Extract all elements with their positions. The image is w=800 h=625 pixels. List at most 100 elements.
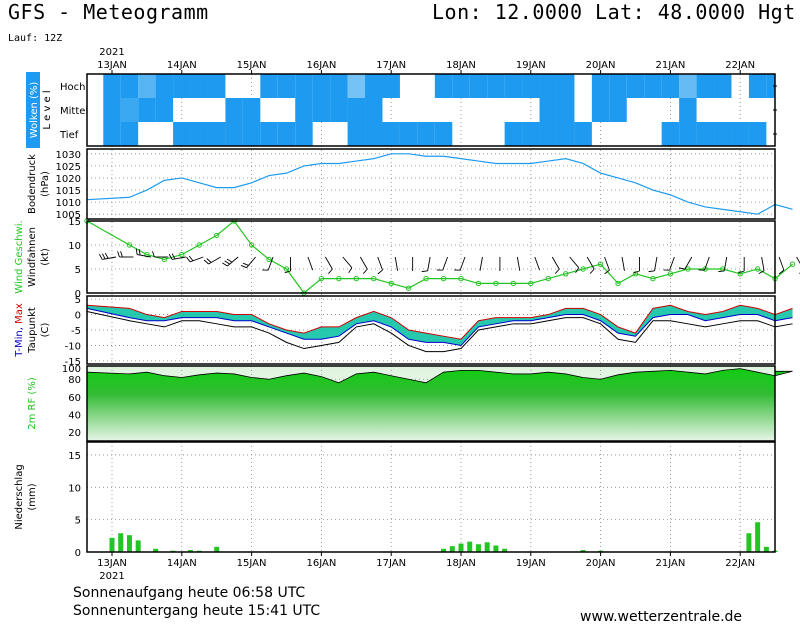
cloud-cell (103, 122, 121, 146)
top-day-label: 19JAN (516, 60, 546, 71)
bottom-day-label: 17JAN (376, 558, 406, 569)
precip-bar (118, 533, 124, 552)
cloud-cell (522, 122, 540, 146)
cloud-ylabel-text: Wolken (%) (29, 82, 40, 139)
wind-ylabel: Windfahnen (27, 227, 38, 287)
cloud-cell (365, 122, 383, 146)
cloud-cell (330, 98, 348, 122)
cloud-cell (766, 74, 775, 98)
wind-speed-point (632, 271, 639, 277)
cloud-cell (103, 98, 121, 122)
tmax-line (86, 304, 793, 340)
cloud-cell (242, 122, 261, 146)
cloud-cell (190, 74, 208, 98)
precip-bar (763, 546, 769, 552)
cloud-cell (295, 122, 313, 146)
cloud-cell (277, 122, 296, 146)
wind-barb-flag (738, 270, 745, 274)
wind-barb (137, 254, 151, 258)
wind-barb (604, 256, 610, 271)
wind-barb (227, 256, 239, 267)
wind-ylabel: Wind Geschwi. (14, 220, 25, 293)
cloud-cell (452, 74, 470, 98)
wind-speed-point (615, 280, 621, 287)
bottom-day-label: 13JAN (97, 558, 127, 569)
wind-speed-point (248, 242, 255, 248)
wind-speed-point (667, 271, 674, 277)
cloud-cell (644, 74, 662, 98)
precipitation-ylabel: (mm) (27, 483, 38, 510)
wind-speed-line (86, 220, 793, 294)
wind-speed-point (144, 251, 150, 258)
cloud-cell (295, 98, 313, 122)
cloud-cell (609, 98, 627, 122)
y-tick-label: 10 (68, 483, 81, 494)
sunrise-text: Sonnenaufgang heute 06:58 UTC (73, 585, 306, 601)
wind-barb (246, 256, 256, 269)
cloud-cell (487, 74, 505, 98)
wind-speed-point (754, 266, 761, 272)
cloud-cell (661, 122, 680, 146)
cloud-level-label: Hoch (60, 82, 85, 93)
wind-barb (621, 256, 625, 271)
y-tick-label: 80 (68, 375, 81, 386)
wind-barb-flag (224, 260, 230, 265)
wind-speed-point (126, 242, 133, 248)
precip-bar (126, 535, 132, 552)
cloud-cell (347, 98, 366, 122)
wind-barb (102, 256, 117, 260)
wind-barb (796, 256, 800, 264)
wind-speed-point (196, 242, 202, 248)
precip-bar (580, 550, 586, 552)
cloud-cell (312, 98, 331, 122)
wind-barb-flag (678, 267, 685, 270)
wind-speed-point (179, 251, 185, 258)
cloud-cell (748, 122, 767, 146)
wind-speed-point (266, 256, 272, 263)
wind-barb-flag (718, 270, 725, 273)
cloud-cell (382, 74, 400, 98)
wind-barb (778, 256, 785, 271)
cloud-level-label: Tief (59, 130, 79, 141)
wind-speed-point (789, 261, 796, 267)
cloud-cell (679, 98, 697, 122)
wind-barb (586, 256, 595, 270)
y-tick-label: -5 (71, 326, 81, 337)
wind-barb-flag (101, 253, 106, 260)
top-day-label: 13JAN (97, 60, 127, 71)
wind-barb-flag (104, 252, 109, 259)
wind-barb-flag (226, 258, 233, 263)
bottom-day-label: 22JAN (725, 558, 755, 569)
wind-speed-point (423, 275, 429, 282)
wind-barb-flag (554, 268, 560, 274)
wind-speed-point (283, 266, 290, 272)
wind-barb-flag (171, 253, 176, 260)
wind-barb-flag (168, 253, 173, 260)
wind-speed-point (353, 275, 359, 282)
wind-barb-flag (240, 265, 247, 269)
precip-bar (458, 543, 464, 552)
cloud-cell (120, 122, 139, 146)
cloud-cell (591, 74, 610, 98)
cloud-cell (539, 98, 557, 122)
bottom-day-label: 20JAN (586, 558, 616, 569)
pressure-frame (86, 148, 776, 220)
cloud-cell (242, 98, 261, 122)
y-tick-label: -15 (65, 357, 81, 368)
precip-bar (475, 544, 481, 552)
cloud-cell (330, 74, 348, 98)
wind-barb (307, 256, 314, 271)
y-tick-label: 5 (75, 295, 81, 306)
precip-bar (755, 522, 761, 552)
cloud-cell (347, 122, 366, 146)
wind-barb-flag (98, 253, 103, 260)
wind-barb-flag (152, 251, 155, 258)
cloud-cell (434, 74, 453, 98)
cloud-level-label: Mittel (60, 106, 88, 117)
cloud-cell (138, 74, 156, 98)
cloud-ylabel-level: L e v e l (42, 90, 53, 129)
cloud-cell (260, 122, 278, 146)
dewpoint-label: Taupunkt (27, 307, 38, 354)
wind-barb (669, 256, 675, 271)
